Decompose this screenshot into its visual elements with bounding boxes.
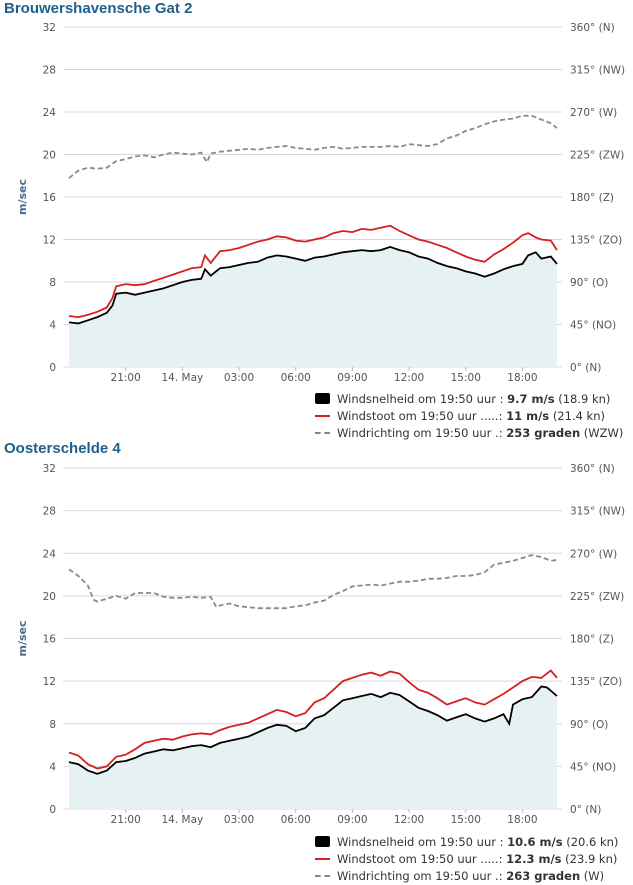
station-panel: Brouwershavensche Gat 2 0 0° (N) 4 45° (NO)… <box>0 0 633 442</box>
y-tick-label: 16 <box>43 634 57 646</box>
speed-area <box>69 686 557 809</box>
y2-tick-label: 135° (ZO) <box>570 676 622 688</box>
y-tick-label: 24 <box>43 548 57 560</box>
x-tick-label: 18:00 <box>507 372 537 384</box>
legend-label: Windstoot om 19:50 uur .....: 11 m/s (21… <box>337 409 605 423</box>
y-axis-label: m/sec <box>16 179 29 215</box>
legend-item-speed[interactable]: Windsnelheid om 19:50 uur : 10.6 m/s (20… <box>315 834 633 851</box>
y-tick-label: 32 <box>43 22 56 34</box>
gust-legend-symbol <box>315 415 330 417</box>
legend-label: Windsnelheid om 19:50 uur : 10.6 m/s (20… <box>337 835 619 849</box>
gust-legend-symbol <box>315 858 330 860</box>
speed-legend-symbol <box>315 836 330 847</box>
y-tick-label: 16 <box>43 192 57 204</box>
y-tick-label: 4 <box>49 320 56 332</box>
legend-item-gust[interactable]: Windstoot om 19:50 uur .....: 11 m/s (21… <box>315 408 633 425</box>
direction-legend-symbol <box>315 875 330 877</box>
y2-tick-label: 45° (NO) <box>570 761 616 773</box>
x-tick-label: 12:00 <box>394 372 424 384</box>
y2-tick-label: 180° (Z) <box>570 192 614 204</box>
x-tick-label: 09:00 <box>337 372 367 384</box>
station-title: Oosterschelde 4 <box>4 440 121 457</box>
series-line-gust <box>68 669 558 770</box>
y2-tick-label: 0° (N) <box>570 362 601 374</box>
wind-chart: 0 0° (N) 4 45° (NO) 8 90° (O) 12 135° (ZO) 16 180… <box>16 463 625 826</box>
y-tick-label: 28 <box>43 506 56 518</box>
y2-tick-label: 270° (W) <box>570 548 617 560</box>
y2-tick-label: 225° (ZW) <box>570 150 624 162</box>
direction-legend-symbol <box>315 432 330 434</box>
legend-label: Windrichting om 19:50 uur .: 253 graden … <box>337 426 624 440</box>
y-tick-label: 28 <box>43 65 56 77</box>
y2-tick-label: 45° (NO) <box>570 320 616 332</box>
legend-label: Windrichting om 19:50 uur .: 263 graden … <box>337 869 605 883</box>
y2-tick-label: 315° (NW) <box>570 506 625 518</box>
y-axis-label: m/sec <box>16 620 29 656</box>
x-tick-label: 15:00 <box>451 372 481 384</box>
y2-tick-label: 360° (N) <box>570 22 615 34</box>
y-tick-label: 20 <box>43 591 56 603</box>
speed-legend-symbol <box>315 393 330 404</box>
x-tick-label: 21:00 <box>111 372 141 384</box>
legend-label: Windsnelheid om 19:50 uur : 9.7 m/s (18.… <box>337 392 611 406</box>
x-tick-label: 06:00 <box>281 372 311 384</box>
x-tick-label: 03:00 <box>224 814 254 826</box>
series-line-direction <box>68 114 558 179</box>
series-line-speed <box>68 685 558 775</box>
legend-item-direction[interactable]: Windrichting om 19:50 uur .: 253 graden … <box>315 425 633 442</box>
series-line-direction <box>68 554 558 610</box>
y2-tick-label: 0° (N) <box>570 804 601 816</box>
x-tick-label: 14. May <box>161 814 203 826</box>
legend-item-gust[interactable]: Windstoot om 19:50 uur .....: 12.3 m/s (… <box>315 851 633 868</box>
chart-legend: Windsnelheid om 19:50 uur : 9.7 m/s (18.… <box>315 391 633 442</box>
legend-item-direction[interactable]: Windrichting om 19:50 uur .: 263 graden … <box>315 868 633 885</box>
y-tick-label: 0 <box>49 804 56 816</box>
speed-area <box>69 246 557 367</box>
x-tick-label: 14. May <box>161 372 203 384</box>
y2-tick-label: 360° (N) <box>570 463 615 475</box>
station-title: Brouwershavensche Gat 2 <box>4 0 193 17</box>
x-tick-label: 06:00 <box>281 814 311 826</box>
station-panel: Oosterschelde 4 0 0° (N) 4 45° (NO) 8 90° (O)… <box>0 440 633 884</box>
y2-tick-label: 270° (W) <box>570 107 617 119</box>
x-tick-label: 12:00 <box>394 814 424 826</box>
series-line-speed <box>68 245 558 325</box>
wind-chart: 0 0° (N) 4 45° (NO) 8 90° (O) 12 135° (ZO) 16 180… <box>16 22 625 384</box>
y-tick-label: 0 <box>49 362 56 374</box>
y-tick-label: 20 <box>43 150 56 162</box>
y2-tick-label: 90° (O) <box>570 277 608 289</box>
y-tick-label: 8 <box>49 719 56 731</box>
y-tick-label: 8 <box>49 277 56 289</box>
y-tick-label: 12 <box>43 235 56 247</box>
y2-tick-label: 180° (Z) <box>570 634 614 646</box>
y2-tick-label: 225° (ZW) <box>570 591 624 603</box>
y2-tick-label: 135° (ZO) <box>570 235 622 247</box>
x-tick-label: 15:00 <box>451 814 481 826</box>
x-tick-label: 21:00 <box>111 814 141 826</box>
y2-tick-label: 90° (O) <box>570 719 608 731</box>
chart-legend: Windsnelheid om 19:50 uur : 10.6 m/s (20… <box>315 834 633 885</box>
x-tick-label: 09:00 <box>337 814 367 826</box>
legend-label: Windstoot om 19:50 uur .....: 12.3 m/s (… <box>337 852 618 866</box>
y2-tick-label: 315° (NW) <box>570 65 625 77</box>
y-tick-label: 32 <box>43 463 56 475</box>
legend-item-speed[interactable]: Windsnelheid om 19:50 uur : 9.7 m/s (18.… <box>315 391 633 408</box>
y-tick-label: 12 <box>43 676 56 688</box>
y-tick-label: 4 <box>49 761 56 773</box>
x-tick-label: 03:00 <box>224 372 254 384</box>
x-tick-label: 18:00 <box>507 814 537 826</box>
y-tick-label: 24 <box>43 107 57 119</box>
series-line-gust <box>68 224 558 319</box>
